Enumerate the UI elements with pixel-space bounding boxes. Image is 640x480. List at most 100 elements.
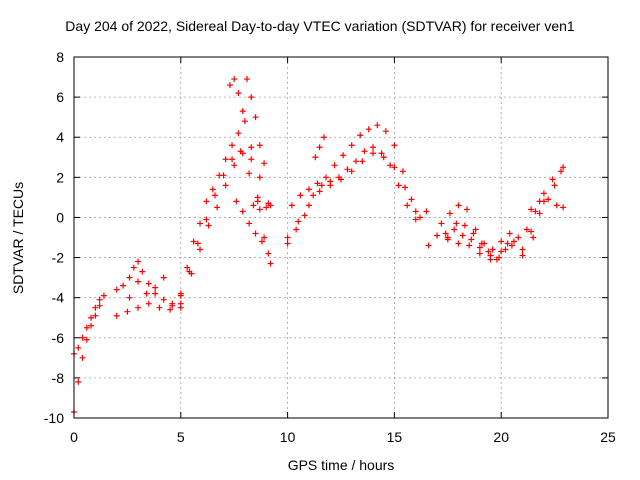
x-tick-label: 25 bbox=[600, 429, 616, 445]
data-point bbox=[314, 180, 321, 187]
data-point bbox=[194, 240, 201, 247]
data-point bbox=[190, 238, 197, 245]
data-point bbox=[423, 208, 430, 215]
data-point bbox=[528, 206, 535, 213]
data-point bbox=[323, 174, 330, 181]
data-point bbox=[374, 122, 381, 129]
data-point bbox=[226, 82, 233, 89]
data-point bbox=[188, 270, 195, 277]
data-point bbox=[344, 166, 351, 173]
data-point bbox=[361, 148, 368, 155]
data-point bbox=[263, 204, 270, 211]
data-point bbox=[399, 168, 406, 175]
data-point bbox=[83, 324, 90, 331]
data-point bbox=[222, 182, 229, 189]
data-point bbox=[455, 240, 462, 247]
data-point bbox=[248, 144, 255, 151]
series-track-g bbox=[177, 148, 261, 299]
data-point bbox=[498, 248, 505, 255]
data-point bbox=[120, 282, 127, 289]
data-point bbox=[305, 186, 312, 193]
data-point bbox=[540, 190, 547, 197]
data-point bbox=[476, 250, 483, 257]
data-point bbox=[395, 182, 402, 189]
data-point bbox=[402, 184, 409, 191]
data-point bbox=[378, 150, 385, 157]
data-point bbox=[338, 176, 344, 183]
data-point bbox=[549, 176, 556, 183]
data-point bbox=[288, 202, 295, 209]
data-point bbox=[167, 306, 174, 313]
data-points bbox=[71, 76, 567, 415]
data-point bbox=[231, 162, 238, 169]
data-point bbox=[532, 208, 539, 215]
data-point bbox=[359, 158, 366, 165]
data-point bbox=[536, 210, 543, 217]
data-point bbox=[380, 154, 387, 161]
data-point bbox=[203, 216, 210, 223]
data-point bbox=[248, 156, 255, 163]
data-point bbox=[476, 244, 483, 251]
data-point bbox=[254, 198, 261, 205]
data-point bbox=[211, 192, 218, 199]
data-point bbox=[246, 170, 253, 177]
data-point bbox=[558, 168, 565, 175]
data-point bbox=[502, 246, 509, 253]
data-point bbox=[152, 284, 159, 291]
data-point bbox=[96, 302, 103, 309]
data-point bbox=[261, 160, 268, 167]
data-point bbox=[256, 174, 263, 181]
series-track-l bbox=[284, 144, 419, 247]
data-point bbox=[160, 296, 167, 303]
data-point bbox=[551, 182, 558, 189]
data-point bbox=[88, 322, 95, 329]
data-point bbox=[511, 238, 518, 245]
data-point bbox=[425, 242, 432, 249]
data-point bbox=[504, 240, 511, 247]
data-point bbox=[417, 214, 424, 221]
data-point bbox=[519, 252, 526, 259]
data-point bbox=[451, 226, 458, 233]
data-point bbox=[508, 242, 515, 249]
y-tick-label: 8 bbox=[56, 49, 64, 65]
data-point bbox=[312, 154, 319, 161]
x-axis-label: GPS time / hours bbox=[287, 457, 395, 473]
data-point bbox=[256, 142, 263, 149]
data-point bbox=[506, 230, 513, 237]
data-point bbox=[126, 294, 133, 301]
data-point bbox=[316, 188, 323, 195]
series-track-m bbox=[284, 150, 419, 241]
data-point bbox=[267, 260, 274, 267]
data-point bbox=[472, 226, 479, 233]
data-point bbox=[75, 378, 82, 385]
data-point bbox=[305, 202, 312, 209]
data-point bbox=[267, 202, 274, 209]
series-track-h bbox=[188, 150, 272, 277]
x-tick-label: 20 bbox=[493, 429, 509, 445]
y-axis-label: SDTVAR / TECUs bbox=[10, 181, 26, 295]
x-tick-label: 5 bbox=[177, 429, 185, 445]
data-point bbox=[478, 240, 485, 247]
data-point bbox=[220, 172, 227, 179]
data-point bbox=[284, 234, 291, 241]
series-track-j bbox=[233, 198, 272, 257]
data-point bbox=[357, 132, 364, 139]
data-point bbox=[239, 208, 246, 215]
data-point bbox=[553, 202, 560, 209]
data-point bbox=[239, 108, 246, 115]
data-point bbox=[261, 234, 268, 241]
data-point bbox=[169, 302, 176, 309]
data-point bbox=[498, 238, 505, 245]
data-point bbox=[246, 220, 253, 227]
data-point bbox=[177, 300, 184, 307]
data-point bbox=[135, 278, 142, 285]
data-point bbox=[160, 274, 167, 281]
data-point bbox=[113, 312, 120, 319]
data-point bbox=[88, 314, 95, 321]
series-track-p bbox=[423, 208, 432, 249]
x-tick-label: 0 bbox=[70, 429, 78, 445]
series-track-n bbox=[288, 122, 424, 221]
data-point bbox=[156, 304, 163, 311]
data-point bbox=[235, 90, 242, 97]
data-point bbox=[256, 206, 263, 213]
